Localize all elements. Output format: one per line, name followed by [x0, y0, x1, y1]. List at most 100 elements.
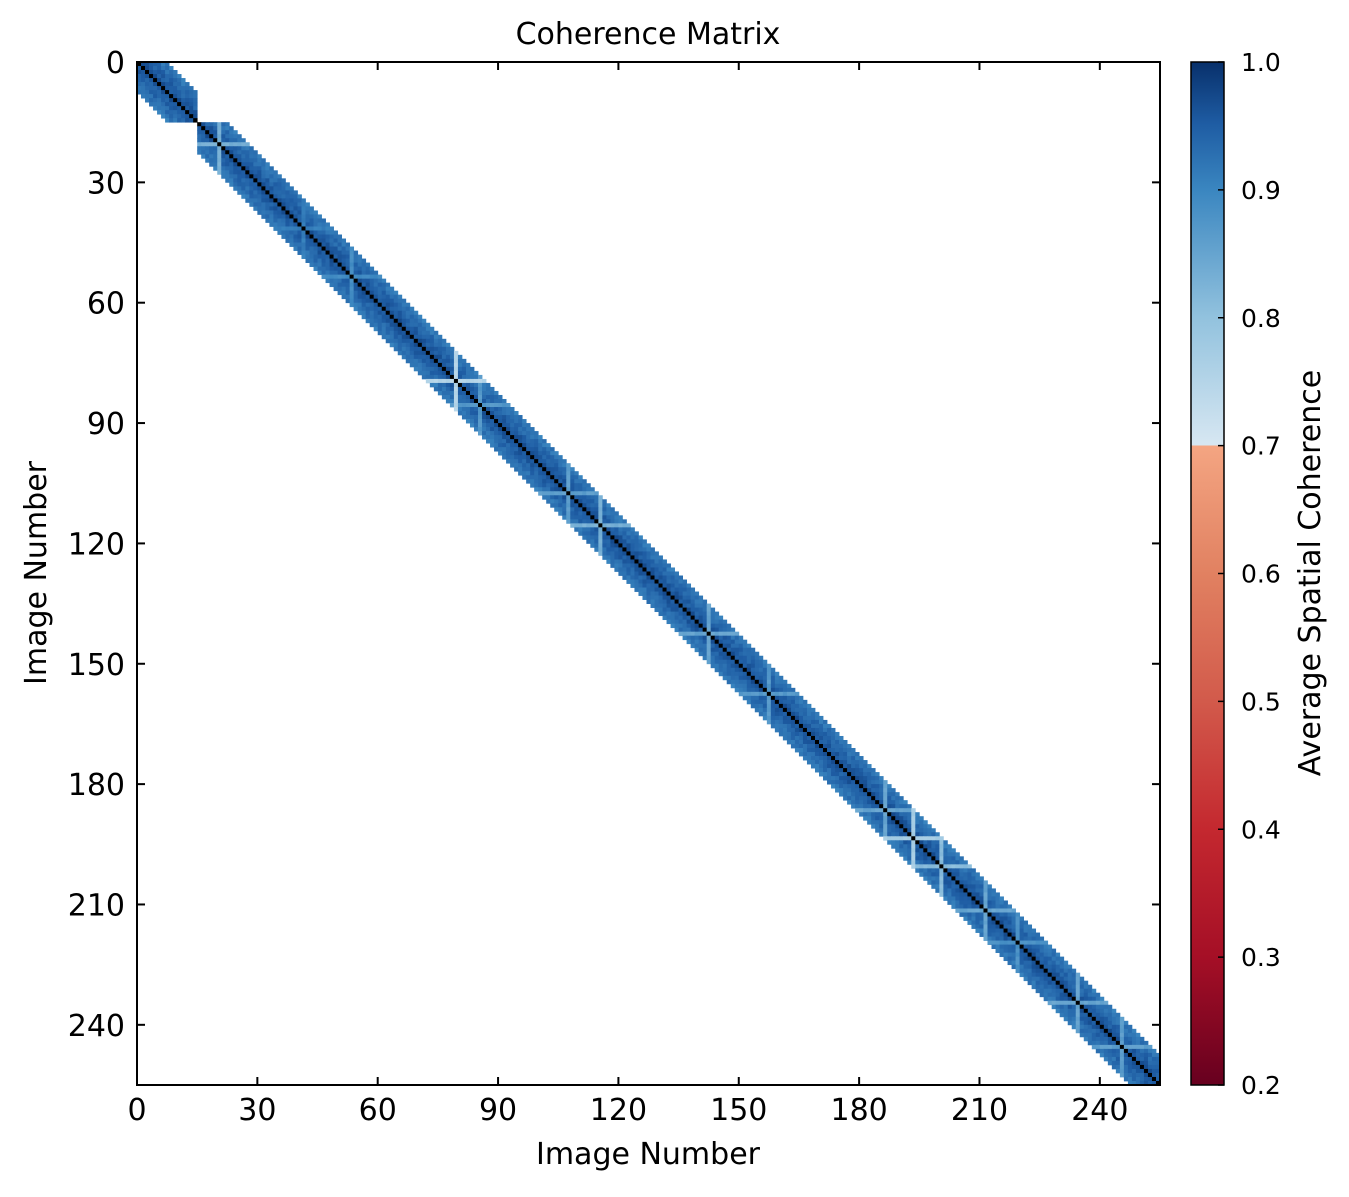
heatmap-cell [1103, 1052, 1109, 1058]
heatmap-cell [774, 683, 780, 689]
heatmap-cell [1051, 980, 1057, 986]
heatmap-cell [935, 836, 940, 841]
heatmap-cell [598, 511, 603, 516]
heatmap-cell [401, 298, 407, 304]
heatmap-cell [478, 398, 483, 404]
heatmap-cell [786, 707, 792, 713]
heatmap-cell [919, 868, 924, 873]
heatmap-cell [486, 415, 491, 420]
heatmap-cell [955, 904, 960, 909]
heatmap-cell [490, 439, 495, 444]
heatmap-cell [317, 238, 322, 243]
heatmap-cell [963, 892, 968, 897]
heatmap-cell [465, 366, 471, 372]
heatmap-cell [177, 98, 182, 103]
heatmap-cell [473, 398, 479, 404]
heatmap-cell [891, 816, 896, 821]
heatmap-cell [638, 555, 643, 560]
x-tick-label: 210 [951, 1093, 1008, 1128]
heatmap-cell [698, 651, 704, 657]
heatmap-cell [1123, 1020, 1129, 1026]
heatmap-cell [393, 342, 399, 348]
x-tick-label: 0 [127, 1093, 146, 1128]
heatmap-cell [265, 194, 270, 199]
heatmap-cell [177, 78, 182, 83]
heatmap-cell [510, 411, 515, 416]
heatmap-cell [686, 619, 692, 625]
heatmap-cell [574, 479, 579, 484]
heatmap-cell [1135, 1044, 1141, 1050]
heatmap-cell [530, 471, 535, 476]
heatmap-cell [806, 727, 812, 733]
heatmap-cell [959, 868, 964, 873]
heatmap-cell [598, 503, 603, 508]
heatmap-cell [498, 423, 503, 428]
heatmap-cell [1031, 976, 1037, 982]
heatmap-cell [554, 495, 559, 500]
heatmap-cell [875, 804, 880, 809]
heatmap-cell [722, 635, 728, 641]
heatmap-cell [694, 611, 700, 617]
heatmap-cell [221, 158, 226, 163]
heatmap-cell [1135, 1040, 1141, 1046]
heatmap-cell [566, 511, 571, 516]
heatmap-cell [778, 723, 784, 729]
heatmap-cell [630, 579, 635, 584]
heatmap-cell [1075, 1016, 1081, 1022]
heatmap-cell [823, 760, 828, 765]
heatmap-cell [1123, 1028, 1129, 1034]
heatmap-cell [490, 386, 495, 392]
heatmap-cell [361, 306, 367, 312]
heatmap-cell [939, 860, 944, 865]
heatmap-cell [1035, 960, 1041, 966]
heatmap-cell [1031, 944, 1037, 949]
heatmap-cell [658, 591, 663, 596]
heatmap-cell [429, 334, 435, 340]
heatmap-cell [570, 519, 575, 524]
heatmap-cell [562, 511, 567, 516]
heatmap-cell [149, 90, 154, 95]
heatmap-cell [582, 503, 587, 508]
heatmap-cell [1119, 1040, 1125, 1046]
heatmap-cell [827, 776, 832, 781]
heatmap-cell [425, 366, 431, 372]
heatmap-cell [835, 764, 840, 769]
heatmap-cell [843, 796, 848, 801]
heatmap-cell [1003, 900, 1008, 905]
heatmap-cell [365, 306, 371, 312]
heatmap-cell [987, 900, 992, 905]
heatmap-cell [441, 374, 447, 380]
heatmap-cell [1059, 964, 1065, 970]
heatmap-cell [1119, 1052, 1125, 1058]
heatmap-cell [670, 575, 675, 580]
heatmap-cell [654, 587, 659, 592]
heatmap-cell [831, 739, 836, 745]
heatmap-cell [730, 667, 736, 673]
heatmap-cell [205, 138, 210, 143]
heatmap-cell [867, 768, 872, 773]
heatmap-cell [766, 695, 772, 701]
heatmap-cell [429, 354, 435, 360]
heatmap-cell [530, 439, 535, 444]
y-tick-label: 0 [106, 46, 125, 81]
heatmap-cell [377, 326, 383, 332]
heatmap-cell [349, 246, 355, 251]
heatmap-cell [265, 166, 270, 171]
heatmap-cell [1015, 932, 1020, 937]
heatmap-cell [1155, 1068, 1161, 1074]
heatmap-cell [987, 904, 992, 909]
heatmap-cell [987, 928, 992, 933]
heatmap-cell [927, 864, 932, 869]
heatmap-cell [253, 150, 258, 155]
heatmap-cell [726, 635, 732, 641]
heatmap-cell [690, 631, 696, 637]
heatmap-cell [165, 82, 170, 87]
heatmap-cell [630, 527, 635, 532]
heatmap-cell [606, 551, 611, 556]
heatmap-cell [610, 523, 615, 528]
heatmap-cell [389, 294, 395, 300]
heatmap-cell [790, 744, 796, 749]
heatmap-cell [955, 900, 960, 905]
heatmap-cell [1063, 976, 1069, 982]
heatmap-cell [337, 246, 342, 251]
